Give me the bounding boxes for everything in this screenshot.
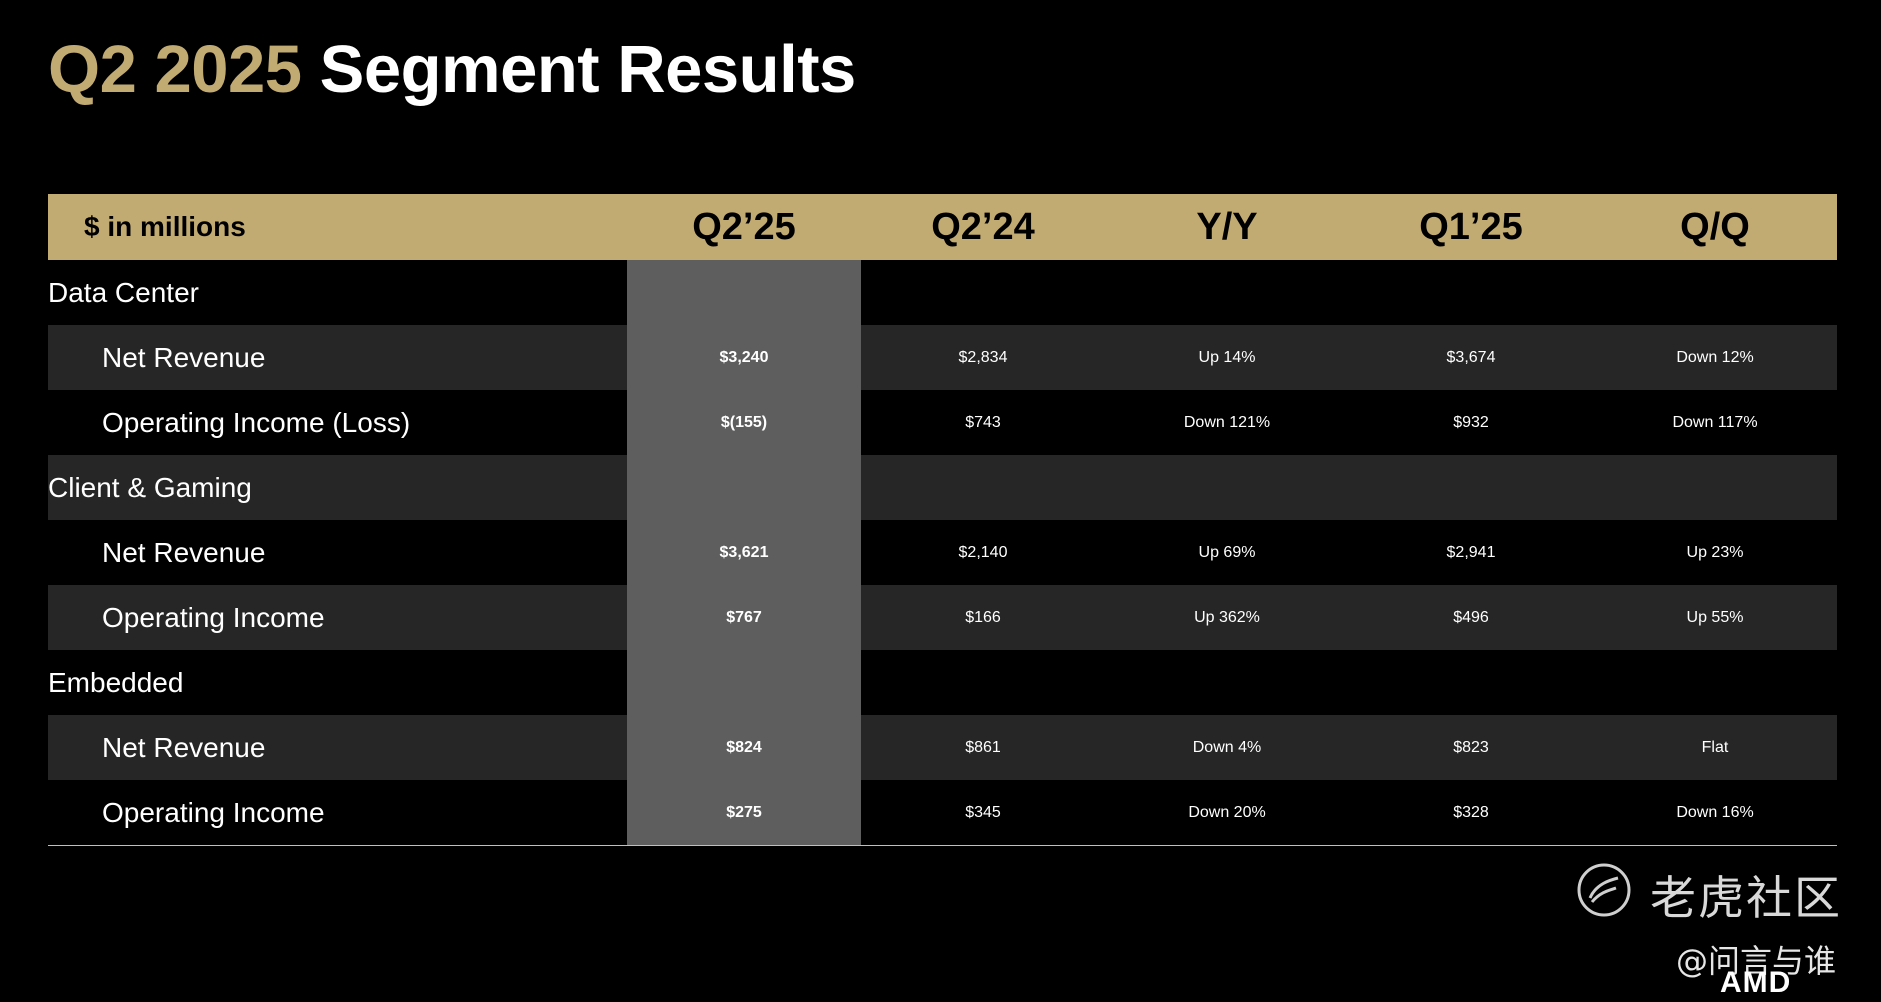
cell-q125: $328 [1453,803,1489,821]
cell-q224: $743 [965,413,1001,431]
cell-yy: Up 14% [1198,348,1256,366]
cell-q225 [627,455,861,520]
cell-q224: $166 [965,608,1001,626]
cell-q225 [627,260,861,325]
cell-q125: $823 [1453,738,1489,756]
row-label: Net Revenue [102,341,266,373]
cell-q225: $767 [627,585,861,650]
cell-qq: Down 117% [1672,413,1758,431]
header-qq: Q/Q [1680,205,1750,248]
row-label: Net Revenue [102,536,266,568]
cell-q225: $824 [627,715,861,780]
row-label: Client & Gaming [48,471,252,503]
table-header-row: $ in millions Q2’25 Q2’24 Y/Y Q1’25 Q/Q [48,194,1837,260]
cell-q125: $496 [1453,608,1489,626]
cell-q224: $2,834 [958,348,1008,366]
header-q224: Q2’24 [931,205,1035,248]
cell-q125: $932 [1453,413,1489,431]
cell-qq: Down 12% [1676,348,1754,366]
cell-yy: Down 4% [1192,738,1262,756]
table-row: Net Revenue $824 $861 Down 4% $823 Flat [48,715,1837,780]
table-row: Net Revenue $3,621 $2,140 Up 69% $2,941 Up 23… [48,520,1837,585]
cell-q225: $3,621 [627,520,861,585]
cell-q225: $(155) [627,390,861,455]
cell-q225: $275 [627,780,861,845]
table-row: Net Revenue $3,240 $2,834 Up 14% $3,674 Down … [48,325,1837,390]
cell-yy: Down 20% [1188,803,1266,821]
cell-yy: Up 362% [1194,608,1260,626]
table-row: Operating Income $767 $166 Up 362% $496 Up 55… [48,585,1837,650]
row-label: Operating Income (Loss) [102,406,411,438]
cell-yy: Down 121% [1183,413,1271,431]
header-units: $ in millions [84,211,246,242]
tiger-icon [1577,863,1631,917]
table-row: Operating Income $275 $345 Down 20% $328 Down… [48,780,1837,845]
row-label: Operating Income [102,796,325,828]
watermark-user: @问言与谁 [1676,942,1837,980]
header-yy: Y/Y [1196,205,1258,248]
cell-q224: $861 [965,738,1001,756]
table-row: Operating Income (Loss) $(155) $743 Down 12… [48,390,1837,455]
cell-q225 [627,650,861,715]
cell-q224: $345 [965,803,1001,821]
header-q125: Q1’25 [1419,205,1523,248]
row-label: Net Revenue [102,731,266,763]
table-body: Data Center Net Revenue $3,240 $2,834 Up 14%… [48,260,1837,845]
table-bottom-rule [48,845,1837,846]
row-label: Operating Income [102,601,325,633]
header-q225: Q2’25 [692,205,796,248]
row-label: Embedded [48,666,184,698]
cell-qq: Down 16% [1676,803,1754,821]
title-rest: Segment Results [319,32,857,107]
segment-row: Embedded [48,650,1837,715]
segment-row: Data Center [48,260,1837,325]
cell-qq: Up 55% [1686,608,1744,626]
cell-q125: $3,674 [1446,348,1496,366]
segment-row: Client & Gaming [48,455,1837,520]
segment-results-table: $ in millions Q2’25 Q2’24 Y/Y Q1’25 Q/Q … [48,194,1837,846]
cell-q125: $2,941 [1446,543,1496,561]
amd-logo: AMD [1720,966,1792,999]
cell-qq: Flat [1701,738,1729,756]
cell-qq: Up 23% [1686,543,1744,561]
cell-q225: $3,240 [627,325,861,390]
cell-yy: Up 69% [1198,543,1256,561]
watermark-brand: 老虎社区 [1650,871,1842,925]
row-label: Data Center [48,276,199,308]
title-accent: Q2 2025 [48,32,302,107]
page-title: Q2 2025 Segment Results [48,28,856,112]
cell-q224: $2,140 [958,543,1008,561]
